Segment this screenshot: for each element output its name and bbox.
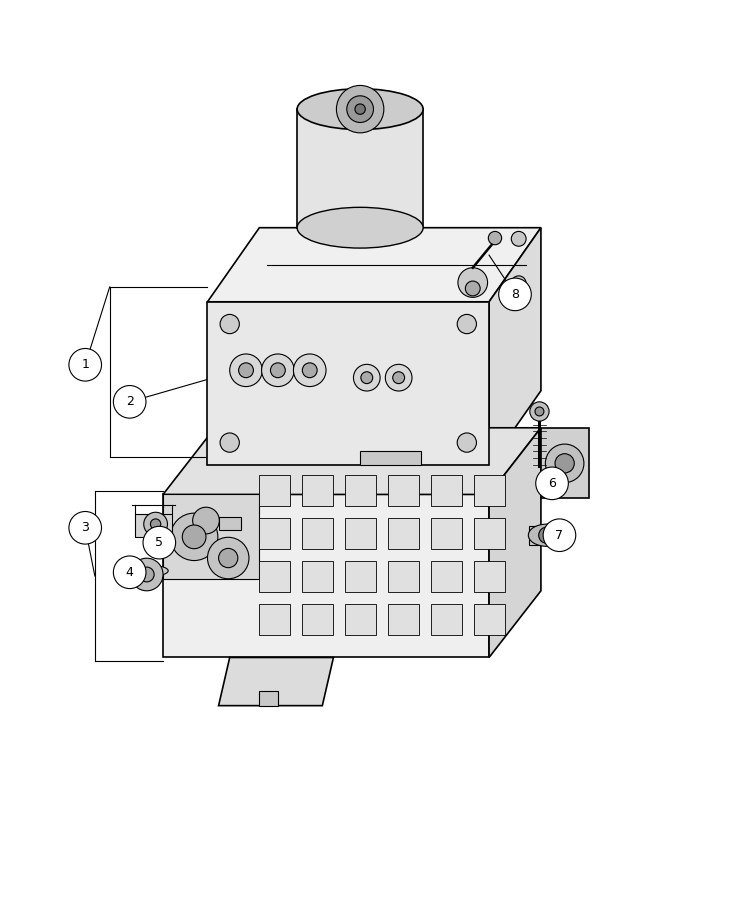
Text: 6: 6 [548, 477, 556, 490]
Polygon shape [541, 428, 589, 499]
Circle shape [220, 314, 239, 334]
Circle shape [555, 454, 574, 473]
Bar [302, 475, 333, 507]
Polygon shape [489, 428, 541, 658]
Circle shape [499, 278, 531, 310]
Text: 4: 4 [126, 566, 133, 579]
Circle shape [182, 525, 206, 549]
Bar [474, 518, 505, 549]
Bar [345, 518, 376, 549]
Circle shape [336, 86, 384, 133]
Circle shape [535, 407, 544, 416]
Polygon shape [219, 658, 333, 706]
Bar [388, 518, 419, 549]
Circle shape [219, 548, 238, 568]
Polygon shape [163, 494, 259, 580]
Bar [345, 604, 376, 635]
Polygon shape [529, 526, 565, 544]
Bar [474, 604, 505, 635]
Bar [431, 562, 462, 592]
Circle shape [262, 354, 294, 387]
Circle shape [270, 363, 285, 378]
Polygon shape [135, 515, 172, 536]
Polygon shape [219, 518, 241, 530]
Circle shape [113, 556, 146, 589]
Polygon shape [489, 228, 541, 464]
Circle shape [536, 467, 568, 500]
Bar [431, 604, 462, 635]
Bar [474, 475, 505, 507]
Circle shape [293, 354, 326, 387]
Polygon shape [163, 494, 489, 658]
Circle shape [530, 401, 549, 421]
Bar [259, 604, 290, 635]
Circle shape [539, 527, 555, 544]
Circle shape [385, 364, 412, 391]
Bar [474, 562, 505, 592]
Circle shape [170, 513, 218, 561]
Circle shape [239, 363, 253, 378]
Circle shape [545, 444, 584, 482]
Circle shape [139, 567, 154, 582]
Bar [388, 475, 419, 507]
Circle shape [543, 519, 576, 552]
Ellipse shape [125, 565, 168, 577]
Circle shape [488, 231, 502, 245]
Circle shape [511, 231, 526, 247]
Circle shape [347, 95, 373, 122]
Ellipse shape [297, 207, 423, 248]
Text: 1: 1 [82, 358, 89, 372]
Bar [388, 604, 419, 635]
Bar [259, 562, 290, 592]
Circle shape [353, 364, 380, 391]
Ellipse shape [297, 89, 423, 130]
Circle shape [144, 512, 167, 536]
Ellipse shape [528, 524, 565, 546]
Circle shape [361, 372, 373, 383]
Text: 2: 2 [126, 395, 133, 409]
Bar [345, 562, 376, 592]
Circle shape [69, 348, 102, 381]
Bar [259, 475, 290, 507]
Circle shape [143, 526, 176, 559]
Text: 3: 3 [82, 521, 89, 535]
Bar [302, 562, 333, 592]
Text: 7: 7 [556, 528, 563, 542]
Polygon shape [259, 691, 278, 706]
Circle shape [193, 508, 219, 534]
Text: 5: 5 [156, 536, 163, 549]
Circle shape [457, 433, 476, 452]
Circle shape [130, 558, 163, 590]
Polygon shape [359, 452, 422, 464]
Bar [388, 562, 419, 592]
Circle shape [220, 433, 239, 452]
Polygon shape [297, 109, 423, 228]
Circle shape [150, 519, 161, 529]
Circle shape [465, 281, 480, 296]
Bar [259, 518, 290, 549]
Circle shape [511, 276, 526, 291]
Polygon shape [207, 228, 541, 302]
Bar [431, 518, 462, 549]
Circle shape [355, 104, 365, 114]
Circle shape [393, 372, 405, 383]
Circle shape [113, 385, 146, 418]
Bar [302, 604, 333, 635]
Circle shape [69, 511, 102, 544]
Polygon shape [207, 302, 489, 464]
Bar [345, 475, 376, 507]
Circle shape [230, 354, 262, 387]
Bar [431, 475, 462, 507]
Circle shape [302, 363, 317, 378]
Circle shape [207, 537, 249, 579]
Circle shape [457, 314, 476, 334]
Circle shape [458, 267, 488, 297]
Polygon shape [163, 428, 541, 494]
Text: 8: 8 [511, 288, 519, 301]
Bar [302, 518, 333, 549]
